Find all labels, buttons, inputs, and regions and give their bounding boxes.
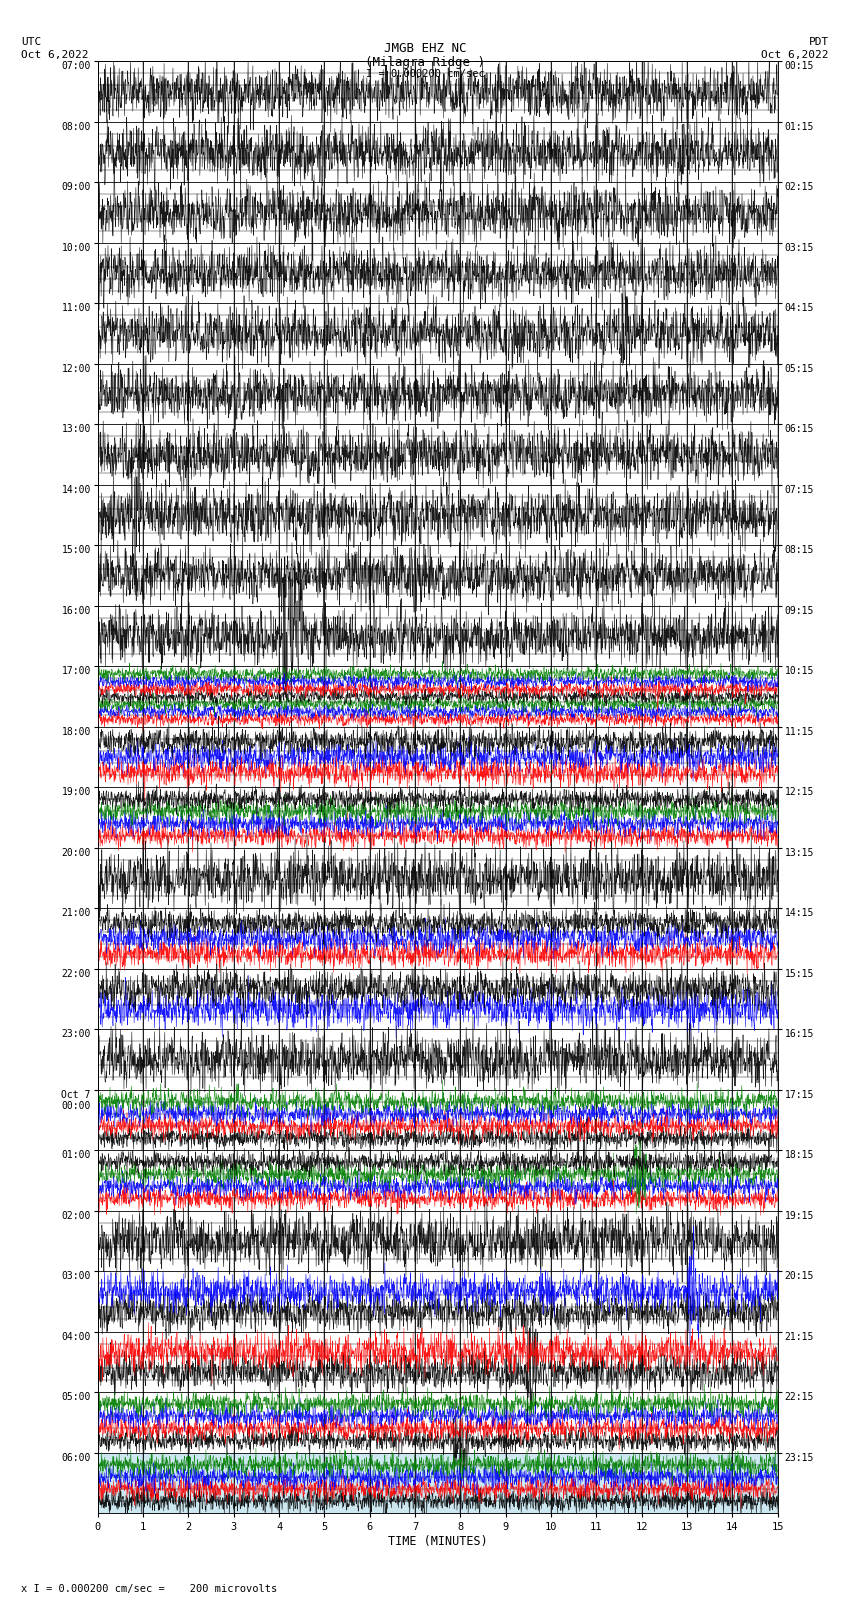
Text: (Milagra Ridge ): (Milagra Ridge ) bbox=[365, 56, 485, 69]
Text: UTC: UTC bbox=[21, 37, 42, 47]
Text: x I = 0.000200 cm/sec =    200 microvolts: x I = 0.000200 cm/sec = 200 microvolts bbox=[21, 1584, 277, 1594]
X-axis label: TIME (MINUTES): TIME (MINUTES) bbox=[388, 1536, 488, 1548]
Text: Oct 6,2022: Oct 6,2022 bbox=[21, 50, 88, 60]
Text: JMGB EHZ NC: JMGB EHZ NC bbox=[383, 42, 467, 55]
Text: I = 0.000200 cm/sec: I = 0.000200 cm/sec bbox=[366, 69, 484, 79]
Text: Oct 6,2022: Oct 6,2022 bbox=[762, 50, 829, 60]
Text: PDT: PDT bbox=[808, 37, 829, 47]
Bar bbox=[98, 1452, 778, 1513]
